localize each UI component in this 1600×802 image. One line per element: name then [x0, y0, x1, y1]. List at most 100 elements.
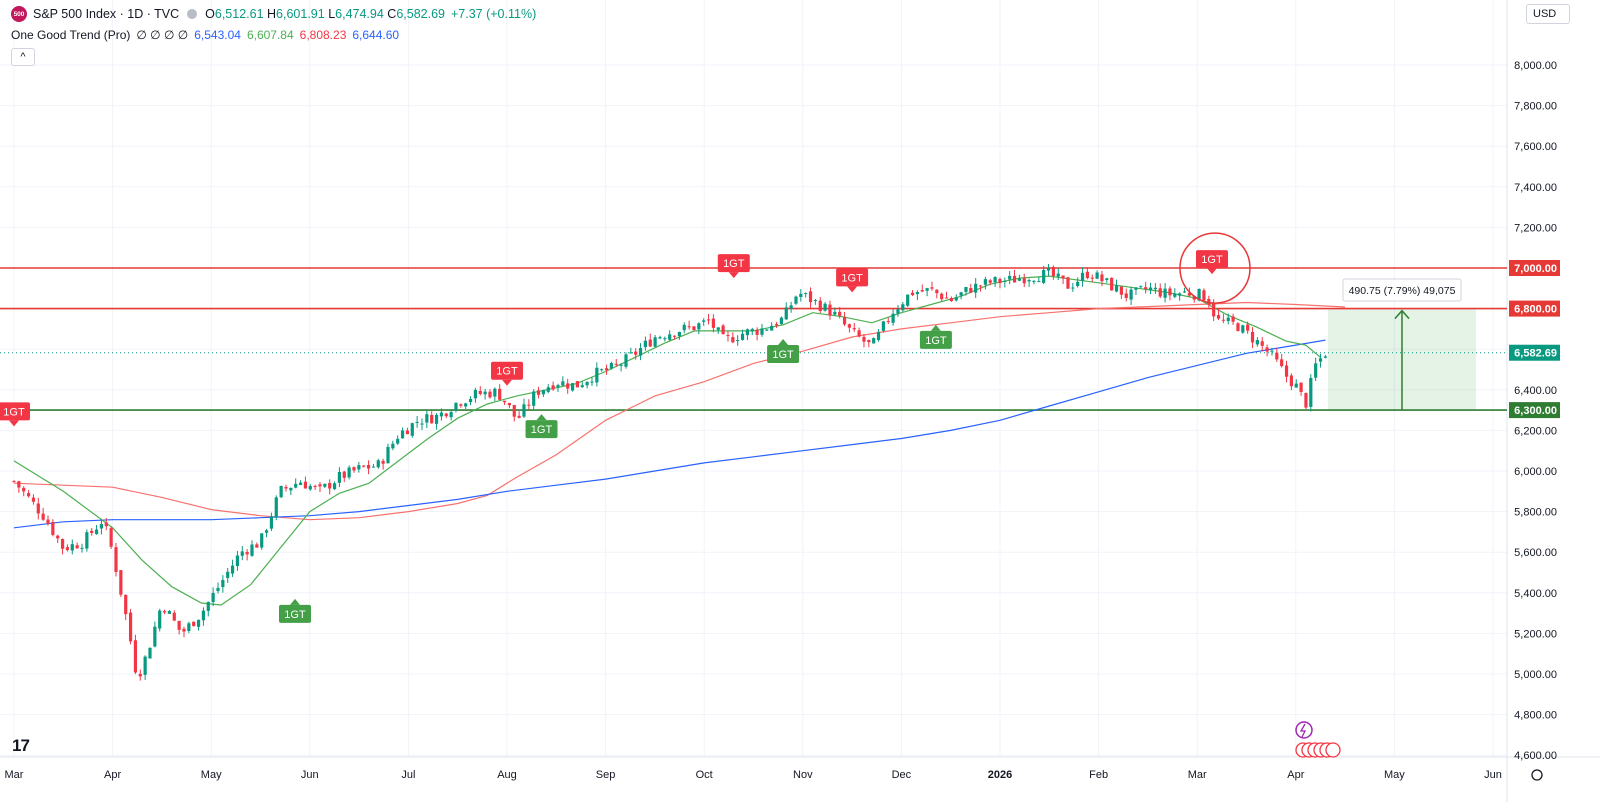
- horizontal-levels[interactable]: [0, 267, 1507, 411]
- candle: [65, 544, 70, 552]
- candle-body: [1071, 287, 1075, 289]
- annotations[interactable]: 490.75 (7.79%) 49,075: [1179, 232, 1462, 758]
- indicator-legend[interactable]: One Good Trend (Pro) ∅ ∅ ∅ ∅ 6,543.04 6,…: [11, 28, 399, 42]
- signal-pointer: [9, 420, 19, 427]
- signal-label: 1GT: [772, 349, 794, 361]
- candle-body: [789, 305, 793, 309]
- candle: [60, 538, 65, 555]
- time-tick-label: May: [1384, 769, 1405, 781]
- tradingview-logo[interactable]: 17: [12, 736, 30, 755]
- candle: [595, 362, 599, 387]
- candle: [90, 528, 94, 536]
- currency-selector[interactable]: USD: [1526, 4, 1570, 24]
- candle: [192, 621, 196, 627]
- price-tick-label: 5,800.00: [1514, 507, 1557, 519]
- candle: [842, 312, 847, 327]
- candle-body: [556, 385, 560, 388]
- candle-body: [561, 381, 565, 386]
- time-tick-label: Oct: [696, 769, 713, 781]
- last-price-label: 6,582.69: [1514, 348, 1557, 360]
- candle-body: [765, 329, 769, 331]
- candle: [658, 335, 662, 340]
- candle-body: [386, 446, 390, 464]
- candle: [672, 335, 677, 340]
- candle: [1207, 295, 1211, 308]
- candle-body: [1226, 317, 1230, 321]
- candle: [1163, 282, 1167, 303]
- candle-body: [808, 291, 813, 303]
- candle: [182, 626, 186, 638]
- candle: [1221, 313, 1225, 324]
- candle: [512, 404, 516, 422]
- candle: [556, 383, 560, 392]
- candle: [1270, 347, 1274, 356]
- candle: [600, 368, 604, 372]
- candle-body: [60, 538, 65, 549]
- price-tick-label: 4,600.00: [1514, 750, 1557, 762]
- candle-body: [838, 311, 842, 316]
- candle: [1318, 353, 1323, 368]
- candle: [740, 329, 745, 341]
- candle: [196, 619, 201, 631]
- symbol-title[interactable]: S&P 500 Index · 1D · TVC: [33, 7, 180, 21]
- candle: [230, 559, 235, 577]
- ohlc-value: 6,474.94: [335, 7, 388, 21]
- candle: [1280, 353, 1284, 368]
- candle-body: [925, 288, 929, 291]
- time-axis[interactable]: Mar Apr May Jun Jul Aug Sep Oct Nov Dec 2026 Feb Mar…: [5, 769, 1502, 781]
- candle-body: [886, 320, 890, 322]
- candle-body: [303, 481, 308, 489]
- signal-label: 1GT: [1201, 254, 1223, 266]
- candle: [867, 339, 871, 348]
- candle-body: [1046, 268, 1051, 271]
- signal-label: 1GT: [3, 406, 25, 418]
- candle-body: [920, 290, 924, 292]
- candle: [17, 480, 21, 493]
- candle-body: [128, 612, 133, 642]
- signal-buy: 1GT: [279, 598, 312, 623]
- candle-body: [313, 486, 317, 488]
- candle: [1284, 360, 1289, 383]
- price-axis[interactable]: 8,000.00 7,800.00 7,600.00 7,400.00 7,200.00…: [1509, 60, 1560, 781]
- candle-body: [498, 388, 502, 400]
- candle-body: [454, 402, 458, 411]
- candle: [1139, 285, 1143, 288]
- candle: [575, 381, 580, 388]
- ma-fast-line: [13, 275, 1321, 606]
- candle: [677, 331, 682, 340]
- candle-body: [488, 391, 492, 398]
- candle-body: [736, 340, 740, 342]
- candle: [745, 328, 750, 341]
- price-tick-label: 8,000.00: [1514, 60, 1557, 72]
- candle-body: [867, 339, 871, 343]
- candle-body: [1202, 290, 1206, 301]
- candle: [1226, 313, 1230, 325]
- candle: [264, 528, 269, 538]
- candle-body: [1095, 272, 1099, 279]
- event-icon: [1325, 742, 1341, 758]
- candle: [1076, 277, 1080, 288]
- candle: [381, 458, 385, 470]
- candle-body: [90, 530, 94, 533]
- candle: [80, 543, 84, 553]
- candle: [94, 525, 99, 535]
- candle-body: [1080, 272, 1085, 281]
- candle: [794, 295, 798, 305]
- candle: [22, 486, 26, 497]
- collapse-legend-button[interactable]: ^: [11, 48, 35, 66]
- candle-body: [114, 547, 118, 572]
- candle-body: [1299, 382, 1303, 392]
- candle-body: [595, 367, 599, 383]
- candle: [760, 323, 764, 337]
- candle: [162, 609, 167, 615]
- candle-body: [26, 493, 31, 497]
- candle: [352, 466, 356, 473]
- candle-body: [784, 307, 788, 320]
- price-tick-label: 6,400.00: [1514, 385, 1557, 397]
- candle: [1046, 263, 1051, 277]
- candle: [1017, 274, 1021, 282]
- candle: [46, 515, 50, 526]
- price-change: +7.37 (+0.11%): [450, 7, 537, 21]
- candle: [799, 288, 803, 302]
